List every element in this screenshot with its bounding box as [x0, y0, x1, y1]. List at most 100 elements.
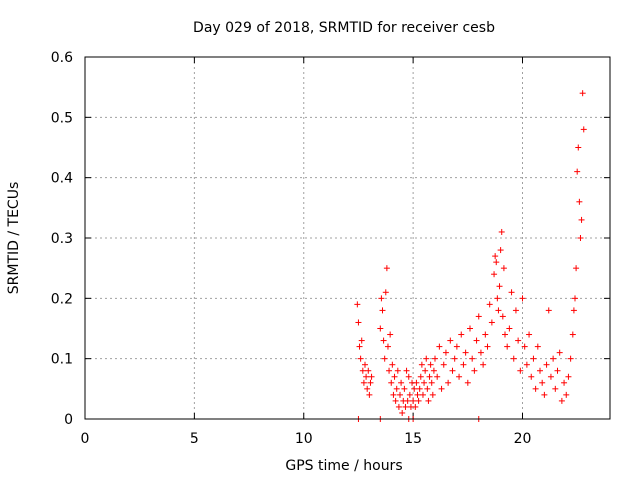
- data-point: [475, 313, 482, 320]
- x-tick-label: 0: [81, 431, 90, 447]
- data-point: [398, 379, 405, 386]
- data-point: [462, 349, 469, 356]
- data-point: [510, 355, 517, 362]
- data-point: [574, 168, 581, 175]
- data-point: [402, 403, 409, 410]
- axis-ticks: 0 5 10 15 20 0 0.1 0.2 0.3 0.4 0.5 0.6: [51, 50, 610, 447]
- data-point: [567, 355, 574, 362]
- data-point: [360, 379, 367, 386]
- data-point: [488, 319, 495, 326]
- data-point: [432, 355, 438, 362]
- data-point: [447, 337, 454, 344]
- data-point: [556, 349, 563, 356]
- data-point: [496, 283, 503, 290]
- data-point: [382, 289, 389, 296]
- data-point: [552, 385, 559, 392]
- data-point: [436, 343, 443, 350]
- data-point: [534, 343, 541, 350]
- data-point: [530, 355, 537, 362]
- data-point: [380, 337, 387, 344]
- data-point: [565, 373, 572, 380]
- data-point: [430, 367, 437, 374]
- data-point: [392, 397, 399, 404]
- data-point: [570, 307, 577, 314]
- data-point: [418, 361, 425, 368]
- data-point: [406, 391, 413, 398]
- data-point: [390, 391, 397, 398]
- data-point: [365, 367, 372, 374]
- data-point: [526, 331, 533, 338]
- data-point: [467, 325, 473, 332]
- data-point: [515, 337, 522, 344]
- y-tick-label: 0.6: [51, 50, 73, 66]
- data-point: [411, 385, 418, 392]
- data-point: [364, 385, 371, 392]
- data-point: [403, 367, 410, 374]
- data-point: [508, 289, 515, 296]
- data-point: [471, 367, 478, 374]
- data-point: [519, 295, 526, 302]
- data-point: [422, 367, 429, 374]
- data-point: [563, 391, 570, 398]
- data-point: [378, 295, 385, 302]
- data-point: [569, 331, 576, 338]
- data-point: [359, 367, 366, 374]
- y-tick-label: 0.4: [51, 171, 73, 187]
- data-point: [473, 337, 480, 344]
- data-point: [517, 367, 524, 374]
- data-point: [573, 265, 580, 272]
- data-point: [395, 403, 402, 410]
- plot-frame: [84, 56, 611, 420]
- data-point: [405, 373, 412, 380]
- data-point: [541, 391, 548, 398]
- data-point: [417, 373, 424, 380]
- data-point: [469, 355, 476, 362]
- data-point: [578, 216, 585, 223]
- data-point: [456, 373, 463, 380]
- data-point: [502, 331, 508, 338]
- data-point: [394, 367, 401, 374]
- data-point: [413, 379, 420, 386]
- data-point: [512, 307, 519, 314]
- data-point: [561, 379, 568, 386]
- data-point: [442, 349, 449, 356]
- x-tick-label: 15: [404, 431, 422, 447]
- data-point: [416, 385, 423, 392]
- data-point: [367, 379, 374, 386]
- data-point: [480, 361, 487, 368]
- data-point: [366, 391, 373, 398]
- grid: [85, 57, 610, 419]
- data-point: [355, 319, 362, 326]
- data-point: [528, 373, 535, 380]
- data-point: [521, 343, 528, 350]
- y-tick-label: 0.1: [51, 352, 73, 368]
- data-point: [500, 265, 507, 272]
- data-point: [425, 397, 432, 404]
- y-tick-label: 0: [64, 412, 73, 428]
- data-point: [453, 343, 460, 350]
- chart-title: Day 029 of 2018, SRMTID for receiver ces…: [193, 20, 495, 36]
- data-point: [389, 361, 396, 368]
- data-point: [579, 90, 586, 97]
- data-point: [410, 397, 417, 404]
- data-point: [491, 271, 498, 278]
- data-point: [427, 361, 434, 368]
- data-point: [386, 367, 393, 374]
- data-point: [383, 265, 390, 272]
- data-point: [550, 355, 557, 362]
- data-point: [464, 379, 471, 386]
- data-point: [381, 355, 388, 362]
- data-point: [440, 361, 447, 368]
- data-point: [397, 391, 403, 398]
- data-point: [449, 367, 456, 374]
- data-point: [497, 247, 504, 254]
- data-point: [399, 409, 406, 416]
- data-point: [492, 253, 499, 260]
- data-point: [377, 325, 384, 332]
- data-point: [498, 228, 505, 235]
- data-point: [576, 198, 583, 205]
- data-point: [388, 379, 395, 386]
- data-point: [445, 379, 452, 386]
- data-point: [493, 259, 500, 266]
- data-point: [577, 235, 584, 241]
